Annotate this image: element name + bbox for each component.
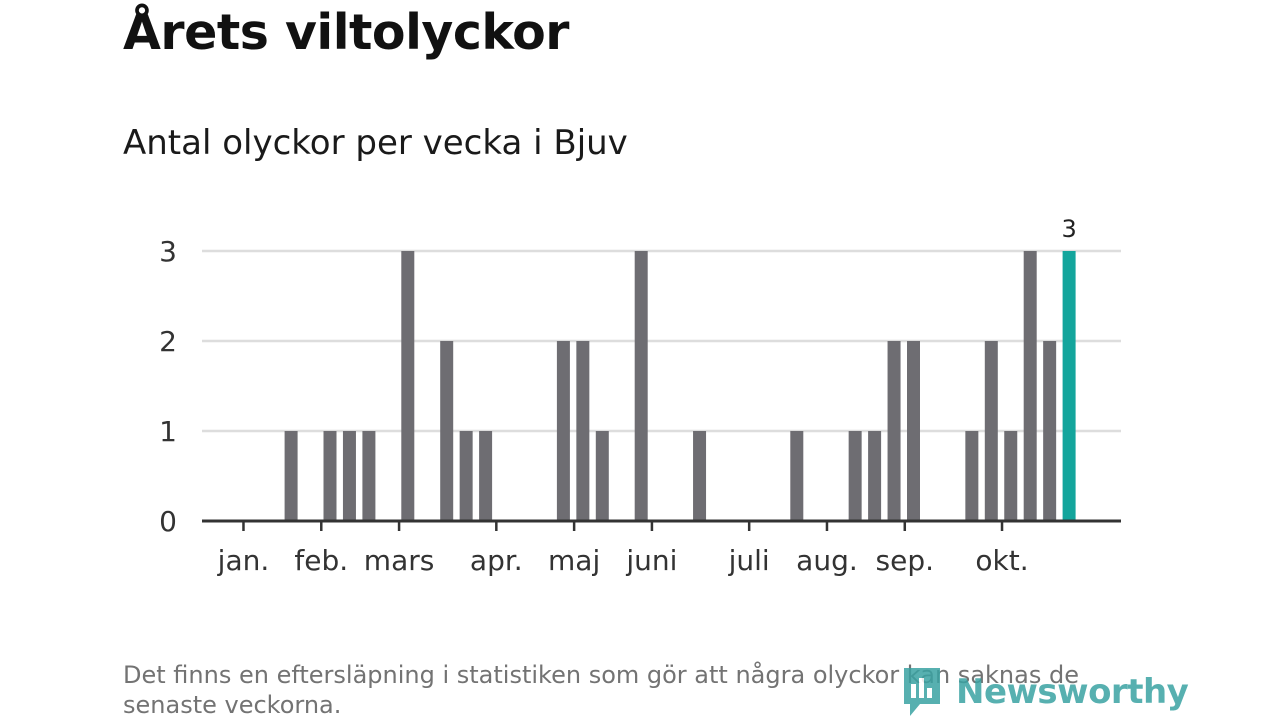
bar <box>556 341 570 521</box>
highlight-value-label: 3 <box>1061 215 1076 243</box>
newsworthy-logo-icon <box>904 668 940 716</box>
bar <box>634 251 648 521</box>
bar <box>595 431 609 521</box>
bar <box>790 431 804 521</box>
bar <box>1043 341 1057 521</box>
x-tick-label: juli <box>728 544 770 577</box>
bar <box>342 431 356 521</box>
x-tick-label: maj <box>548 544 600 577</box>
newsworthy-logo: Newsworthy <box>900 664 1189 720</box>
bar <box>440 341 454 521</box>
chart-subtitle: Antal olyckor per vecka i Bjuv <box>123 123 628 163</box>
x-tick-label: mars <box>364 544 435 577</box>
bar <box>284 431 298 521</box>
bar <box>984 341 998 521</box>
bar-chart: 0 1 2 3 3 jan. feb. mars apr. maj juni juli aug. sep.… <box>159 215 1121 577</box>
x-tick-label: aug. <box>796 544 858 577</box>
y-tick-label: 0 <box>159 505 177 538</box>
bar <box>965 431 979 521</box>
bar <box>887 341 901 521</box>
bar <box>479 431 493 521</box>
bar <box>868 431 882 521</box>
bar <box>401 251 415 521</box>
x-tick-label: juni <box>625 544 677 577</box>
bar <box>1004 431 1018 521</box>
bar <box>362 431 376 521</box>
x-tick-label: sep. <box>876 544 935 577</box>
y-tick-label: 1 <box>159 415 177 448</box>
x-tick-label: okt. <box>975 544 1028 577</box>
y-tick-label: 2 <box>159 325 177 358</box>
bar <box>459 431 473 521</box>
y-tick-label: 3 <box>159 235 177 268</box>
chart-title: Årets viltolyckor <box>123 4 569 61</box>
x-tick-label: apr. <box>470 544 523 577</box>
bar <box>907 341 920 521</box>
bar-highlight <box>1062 251 1076 521</box>
bar <box>693 431 707 521</box>
bar <box>848 431 862 521</box>
bar <box>576 341 590 521</box>
newsworthy-logo-text: Newsworthy <box>956 672 1189 712</box>
x-tick-label: jan. <box>217 544 270 577</box>
x-tick-label: feb. <box>294 544 348 577</box>
bar <box>1023 251 1037 521</box>
bar <box>323 431 337 521</box>
